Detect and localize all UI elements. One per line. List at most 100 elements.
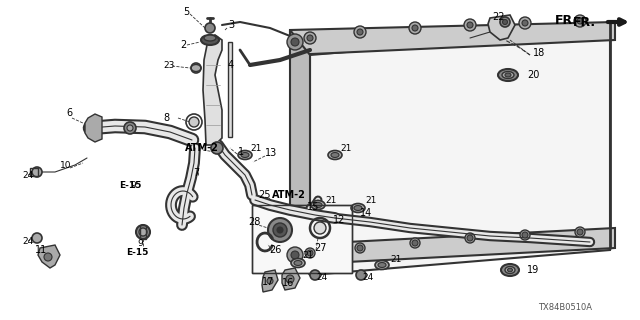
Text: 3: 3 <box>228 20 234 30</box>
Text: 18: 18 <box>533 48 545 58</box>
Ellipse shape <box>294 260 302 266</box>
Circle shape <box>139 228 147 236</box>
Bar <box>228 42 232 137</box>
Bar <box>140 225 146 239</box>
Circle shape <box>307 35 313 41</box>
Circle shape <box>354 26 366 38</box>
Circle shape <box>189 117 199 127</box>
Text: 28: 28 <box>248 217 260 227</box>
Polygon shape <box>488 15 515 40</box>
Ellipse shape <box>331 153 339 157</box>
Text: 9: 9 <box>130 180 136 189</box>
Polygon shape <box>310 30 610 275</box>
Text: 24: 24 <box>316 274 327 283</box>
Circle shape <box>522 20 528 26</box>
Circle shape <box>522 232 528 238</box>
Circle shape <box>287 247 303 263</box>
Circle shape <box>577 18 583 24</box>
Circle shape <box>32 233 42 243</box>
Text: FR.: FR. <box>573 15 596 28</box>
Text: 8: 8 <box>163 113 169 123</box>
Circle shape <box>305 248 315 258</box>
Circle shape <box>273 223 287 237</box>
Circle shape <box>205 23 215 33</box>
Circle shape <box>286 275 294 283</box>
Polygon shape <box>262 270 278 292</box>
Text: 14: 14 <box>360 208 372 218</box>
Ellipse shape <box>314 203 322 207</box>
Circle shape <box>291 38 299 46</box>
Circle shape <box>577 229 583 235</box>
Circle shape <box>500 17 510 27</box>
Circle shape <box>409 22 421 34</box>
Text: 21: 21 <box>302 252 314 260</box>
Circle shape <box>307 250 313 256</box>
Ellipse shape <box>505 73 511 77</box>
Polygon shape <box>282 268 300 290</box>
Text: TX84B0510A: TX84B0510A <box>538 303 592 313</box>
Text: FR.: FR. <box>555 13 578 27</box>
Text: 21: 21 <box>250 143 261 153</box>
Circle shape <box>356 270 366 280</box>
Circle shape <box>304 32 316 44</box>
Circle shape <box>310 270 320 280</box>
Text: 7: 7 <box>193 168 199 178</box>
Bar <box>252 205 352 273</box>
Text: 24: 24 <box>362 274 373 283</box>
Circle shape <box>575 227 585 237</box>
Text: 24: 24 <box>22 171 33 180</box>
Text: 11: 11 <box>35 245 47 255</box>
Text: 21: 21 <box>325 196 337 204</box>
Text: 22: 22 <box>492 12 504 22</box>
Circle shape <box>412 25 418 31</box>
Ellipse shape <box>291 259 305 268</box>
Circle shape <box>277 227 283 233</box>
Ellipse shape <box>328 150 342 159</box>
Bar <box>252 205 352 273</box>
Ellipse shape <box>508 268 513 272</box>
Ellipse shape <box>238 150 252 159</box>
Ellipse shape <box>378 262 386 268</box>
Text: 12: 12 <box>333 215 346 225</box>
Text: 27: 27 <box>314 243 326 253</box>
Text: 21: 21 <box>390 255 401 265</box>
Circle shape <box>191 63 201 73</box>
Text: ATM-2: ATM-2 <box>272 190 306 200</box>
Circle shape <box>267 278 273 284</box>
Ellipse shape <box>351 204 365 212</box>
Circle shape <box>467 235 473 241</box>
Circle shape <box>502 20 508 25</box>
Circle shape <box>467 22 473 28</box>
Polygon shape <box>38 245 60 268</box>
Ellipse shape <box>354 205 362 211</box>
Text: ATM-2: ATM-2 <box>185 143 219 153</box>
Ellipse shape <box>502 71 514 78</box>
Circle shape <box>465 233 475 243</box>
Text: 21: 21 <box>365 196 376 204</box>
Ellipse shape <box>498 69 518 81</box>
Circle shape <box>314 222 326 234</box>
Ellipse shape <box>201 35 219 45</box>
Text: 1: 1 <box>238 147 244 157</box>
Text: 20: 20 <box>527 70 540 80</box>
Circle shape <box>355 243 365 253</box>
Circle shape <box>211 142 223 154</box>
Ellipse shape <box>505 267 515 274</box>
Text: 19: 19 <box>527 265 540 275</box>
Ellipse shape <box>311 201 325 210</box>
Circle shape <box>464 19 476 31</box>
Circle shape <box>136 225 150 239</box>
Ellipse shape <box>204 35 216 41</box>
Circle shape <box>357 29 363 35</box>
Text: E-15: E-15 <box>119 180 141 189</box>
Text: 17: 17 <box>262 277 275 287</box>
Ellipse shape <box>375 260 389 269</box>
Text: 25: 25 <box>258 190 271 200</box>
Ellipse shape <box>241 153 249 157</box>
Text: 2: 2 <box>180 40 186 50</box>
Text: 26: 26 <box>269 245 282 255</box>
Circle shape <box>410 238 420 248</box>
Text: 6: 6 <box>66 108 72 118</box>
Text: 23: 23 <box>163 60 174 69</box>
Circle shape <box>124 122 136 134</box>
